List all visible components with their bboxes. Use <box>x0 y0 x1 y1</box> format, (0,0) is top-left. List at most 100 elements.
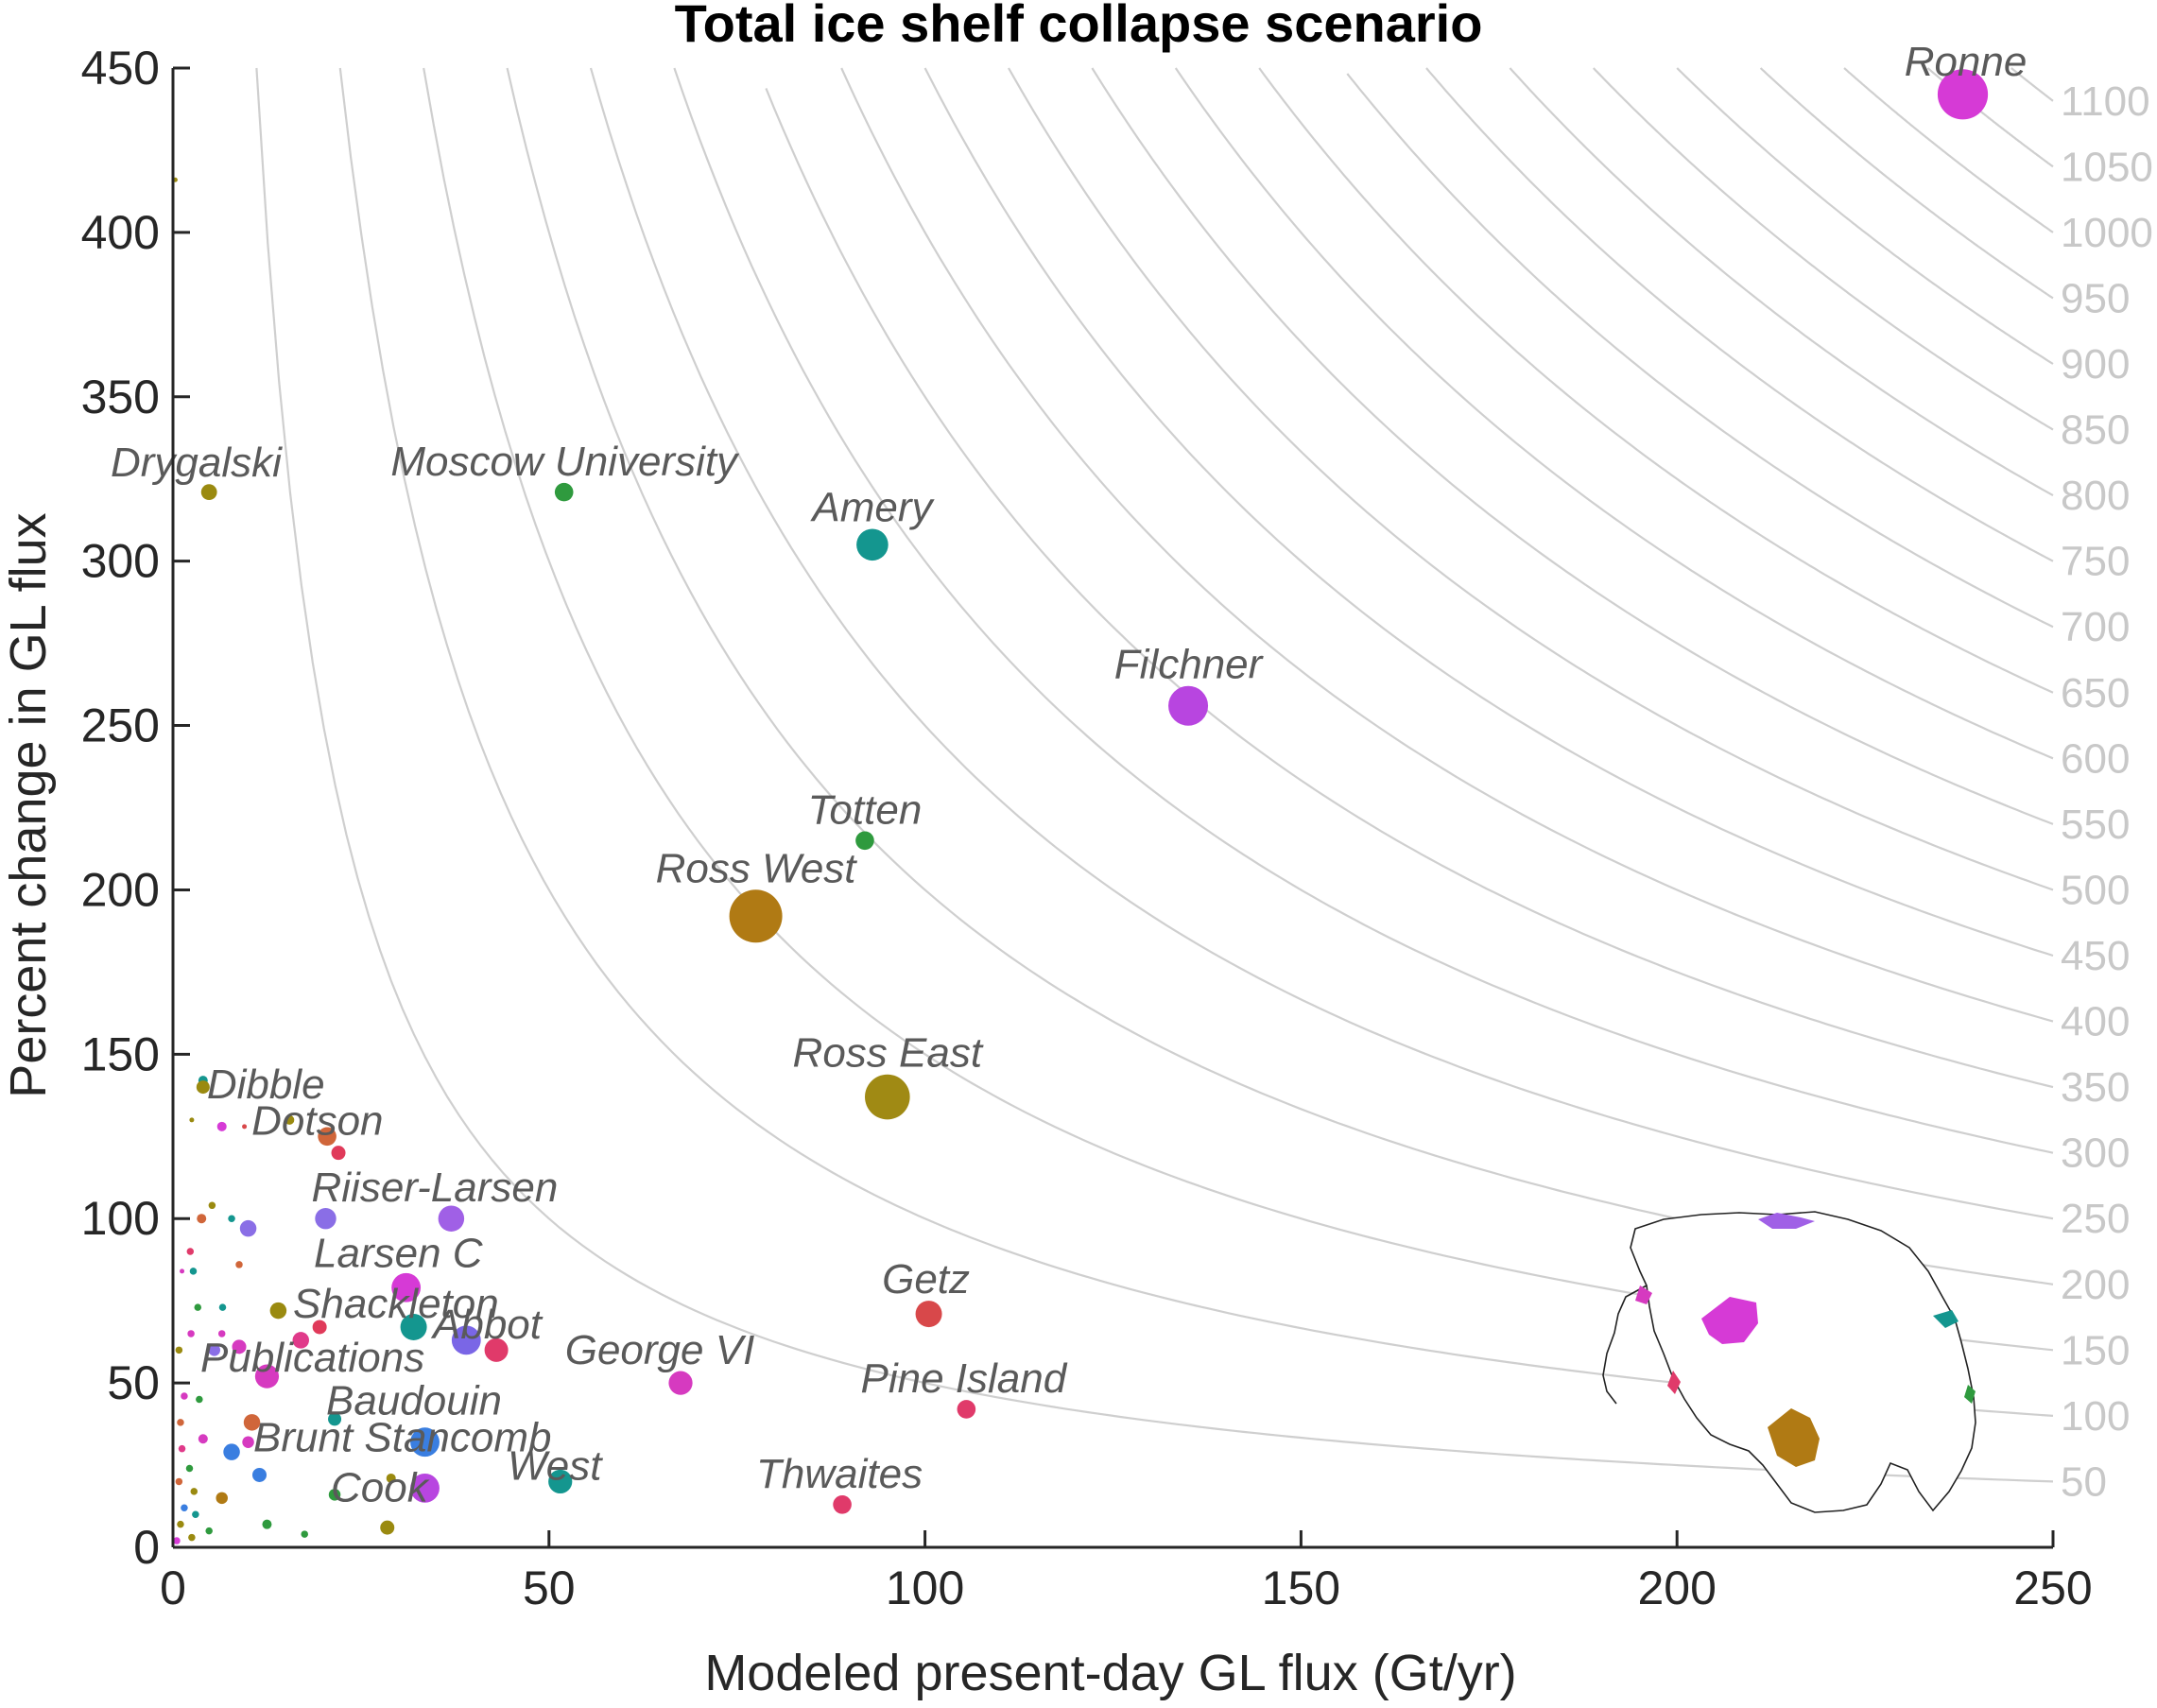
data-point <box>328 1412 342 1426</box>
amundsen-shelves <box>1667 1371 1681 1394</box>
point-label: George VI <box>565 1327 755 1373</box>
data-point <box>232 1339 247 1354</box>
data-point <box>200 484 217 501</box>
contour-line <box>673 67 2054 1154</box>
y-tick-label: 250 <box>81 699 160 752</box>
data-point <box>239 1219 257 1237</box>
contour-label: 100 <box>2061 1393 2130 1440</box>
data-point <box>187 1330 195 1337</box>
data-point <box>196 1395 203 1404</box>
data-point <box>251 1467 267 1482</box>
data-point <box>217 1330 226 1337</box>
x-tick-label: 250 <box>2013 1561 2092 1614</box>
point-label: Abbot <box>430 1302 544 1348</box>
data-point <box>216 1121 227 1131</box>
y-tick-label: 300 <box>81 535 160 588</box>
contour-labels: 50 100 150 200 250 300 350 400 450 500 550 600 650 70… <box>2061 78 2153 1506</box>
point-label: Ross East <box>793 1030 984 1077</box>
data-point <box>331 1146 346 1161</box>
data-point <box>729 889 783 943</box>
data-point <box>410 1427 440 1458</box>
data-point <box>865 1074 910 1120</box>
ross-shelf <box>1768 1408 1820 1467</box>
data-point <box>197 1214 207 1224</box>
data-point <box>216 1492 228 1505</box>
data-point <box>177 1419 184 1426</box>
contour-label: 600 <box>2061 735 2130 782</box>
contour-label: 1000 <box>2061 210 2153 256</box>
point-label: Totten <box>808 786 923 833</box>
point-label: Getz <box>882 1256 970 1303</box>
contour-line <box>1676 67 2054 365</box>
data-point <box>269 1302 287 1320</box>
contour-line <box>1843 67 2054 233</box>
contour-line <box>1258 67 2054 694</box>
data-point <box>438 1205 465 1232</box>
data-point <box>410 1474 440 1503</box>
point-label: West <box>508 1442 603 1489</box>
contour-label: 750 <box>2061 539 2130 585</box>
contour-line <box>1425 67 2054 562</box>
contour-line <box>1174 67 2054 760</box>
y-tick-label: 200 <box>81 863 160 916</box>
data-point <box>178 1444 186 1453</box>
contour-label: 150 <box>2061 1327 2130 1373</box>
contour-lines <box>255 67 2054 1483</box>
data-point <box>175 1477 183 1486</box>
chart-title: Total ice shelf collapse scenario <box>675 0 1483 53</box>
antarctic-peninsula <box>1602 1285 1648 1405</box>
data-point <box>668 1371 693 1395</box>
data-point <box>1937 69 1989 120</box>
contour-label: 50 <box>2061 1458 2107 1505</box>
contour-label: 200 <box>2061 1262 2130 1308</box>
data-point <box>548 1469 573 1494</box>
data-point <box>380 1520 395 1535</box>
point-label: Riiser-Larsen <box>312 1165 559 1211</box>
data-point <box>451 1325 481 1355</box>
ronne-filchner-shelf <box>1701 1297 1758 1344</box>
x-axis-label: Modeled present-day GL flux (Gt/yr) <box>704 1645 1516 1701</box>
data-point <box>484 1337 509 1362</box>
data-point <box>242 1124 248 1130</box>
data-point <box>208 1201 216 1210</box>
y-tick-label: 450 <box>81 42 160 95</box>
data-point <box>181 1504 188 1512</box>
point-label: Brunt Stancomb <box>253 1415 552 1461</box>
y-tick-label: 150 <box>81 1027 160 1080</box>
contour-label: 900 <box>2061 341 2130 388</box>
contour-line <box>589 67 2054 1220</box>
data-point <box>400 1313 427 1340</box>
data-point <box>856 528 889 561</box>
contour-line <box>765 87 2054 1089</box>
data-point <box>185 1464 194 1473</box>
data-point <box>194 1303 202 1311</box>
data-point <box>285 1114 295 1125</box>
amery-shelf <box>1933 1310 1959 1328</box>
data-point <box>189 1117 195 1123</box>
data-point <box>243 1414 261 1431</box>
data-point <box>192 1510 199 1518</box>
data-point <box>177 1520 184 1528</box>
antarctica-outline <box>1630 1211 1976 1513</box>
data-point <box>173 1537 181 1544</box>
point-label: Shackleton <box>293 1281 499 1327</box>
data-point <box>292 1332 310 1349</box>
point-label: Publications <box>200 1335 424 1381</box>
data-point <box>318 1127 336 1147</box>
data-point <box>205 1527 213 1535</box>
y-tick-label: 0 <box>133 1521 160 1574</box>
x-tick-label: 100 <box>886 1561 964 1614</box>
data-point <box>180 1268 185 1274</box>
data-point <box>186 1248 195 1255</box>
point-label: Dotson <box>251 1097 383 1144</box>
x-tick-label: 50 <box>523 1561 576 1614</box>
point-label: Ross West <box>656 845 858 891</box>
point-label: Dibble <box>207 1061 325 1108</box>
point-label: Baudouin <box>326 1377 502 1423</box>
point-label: Larsen C <box>314 1230 484 1276</box>
totten-shelf <box>1964 1385 1976 1404</box>
contour-line <box>1592 67 2054 431</box>
contour-line <box>1091 67 2054 825</box>
